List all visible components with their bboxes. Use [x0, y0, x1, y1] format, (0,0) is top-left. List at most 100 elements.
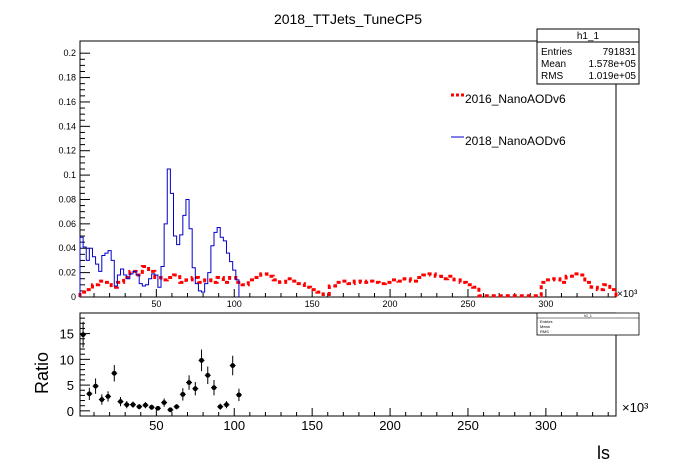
top-ytick-label: 0.06 [58, 219, 76, 229]
ratio-point [136, 404, 143, 410]
top-y-axis: 0 0.02 0.04 0.06 0.08 0.1 0.12 0.14 0.16 0.18 0.2 [58, 48, 90, 302]
top-x-axis: 50 100 150 200 250 300 [93, 289, 609, 309]
ratio-point-marker [118, 399, 123, 404]
ratio-xtick-label: 300 [535, 418, 557, 433]
stats-value-entries: 791831 [603, 47, 637, 58]
ratio-stats-box-frame [536, 312, 640, 336]
stats-box-name: h1_1 [577, 31, 600, 42]
ratio-x-label: ls [597, 443, 610, 463]
stats-label-rms: RMS [541, 71, 564, 82]
ratio-point-marker [99, 397, 105, 402]
ratio-xtick-label: 150 [301, 418, 323, 433]
series-2016-step-line [78, 265, 618, 298]
top-ytick-label: 0.16 [58, 97, 76, 107]
ratio-points [80, 321, 242, 413]
ratio-ytick-label: 15 [60, 327, 74, 342]
ratio-point [117, 396, 124, 407]
ratio-point [123, 401, 130, 409]
ratio-point-marker [192, 386, 198, 392]
ratio-point-marker [143, 402, 148, 408]
ratio-point [211, 379, 217, 396]
ratio-stats-label-entries: Entries [540, 319, 552, 324]
top-ytick-label: 0.02 [58, 268, 76, 278]
ratio-point [198, 349, 205, 372]
top-xtick-label: 100 [227, 299, 242, 309]
ratio-point [80, 321, 87, 348]
top-ytick-label: 0.1 [63, 170, 76, 180]
ratio-point-marker [136, 404, 142, 410]
top-xtick-label: 300 [538, 299, 553, 309]
ratio-point [235, 388, 242, 402]
series-2018-nanoaodv6 [79, 168, 240, 297]
ratio-xtick-label: 100 [223, 418, 245, 433]
stats-value-rms: 1.019e+05 [588, 71, 636, 82]
series-2018-step-line [79, 168, 240, 297]
ratio-point [111, 365, 118, 382]
ratio-point-marker [124, 402, 130, 408]
ratio-point-marker [199, 357, 204, 363]
ratio-point [86, 387, 93, 401]
legend-entry-2018: 2018_NanoAODv6 [451, 134, 566, 148]
ratio-point [129, 401, 136, 408]
top-ytick-label: 0.04 [58, 243, 76, 253]
stats-label-entries: Entries [541, 47, 572, 58]
stats-value-mean: 1.578e+05 [588, 59, 636, 70]
ratio-point-marker [149, 404, 155, 410]
ratio-point-marker [93, 383, 98, 389]
ratio-point [148, 404, 155, 410]
ratio-point [223, 401, 230, 409]
ratio-point-marker [174, 404, 180, 410]
top-xtick-label: 150 [305, 299, 320, 309]
ratio-point-marker [236, 392, 242, 398]
ratio-point-marker [105, 394, 111, 399]
ratio-point [217, 403, 224, 410]
ratio-xtick-label: 200 [379, 418, 401, 433]
ratio-ytick-label: 0 [67, 404, 74, 419]
stats-box: h1_1 Entries 791831 Mean 1.578e+05 RMS 1… [536, 28, 640, 85]
ratio-point-marker [167, 407, 173, 413]
ratio-point [92, 378, 99, 394]
ratio-plot-frame [79, 312, 617, 417]
ratio-point-marker [205, 372, 211, 378]
series-2016-nanoaodv6 [78, 265, 618, 298]
ratio-stats-label-mean: Mean [540, 324, 550, 329]
ratio-point [161, 398, 168, 407]
ratio-x-multiplier: ×10³ [622, 400, 649, 415]
top-ytick-label: 0.2 [63, 48, 76, 58]
ratio-point [98, 394, 105, 405]
ratio-xtick-label: 250 [457, 418, 479, 433]
ratio-xtick-label: 50 [149, 418, 163, 433]
top-xtick-label: 200 [383, 299, 398, 309]
ratio-point-marker [211, 385, 217, 391]
chart-title: 2018_TTJets_TuneCP5 [274, 11, 422, 27]
top-ytick-label: 0.12 [58, 146, 76, 156]
ratio-point [154, 405, 161, 411]
ratio-point [142, 402, 149, 409]
top-ytick-label: 0.14 [58, 121, 76, 131]
ratio-point-marker [224, 402, 229, 408]
top-ytick-label: 0.18 [58, 73, 76, 83]
ratio-y-axis: 0 5 10 15 [60, 312, 90, 419]
ratio-point [173, 404, 180, 410]
ratio-stats-box-name: h1_1 [584, 314, 592, 318]
ratio-point-marker [155, 405, 161, 411]
ratio-point [192, 382, 199, 396]
stats-box-frame [536, 28, 640, 85]
ratio-point-marker [80, 332, 86, 338]
ratio-point-marker [186, 380, 192, 385]
ratio-x-axis: 50 100 150 200 250 300 [93, 408, 609, 433]
ratio-point [229, 355, 236, 376]
top-xtick-label: 50 [151, 299, 161, 309]
legend: 2016_NanoAODv6 2018_NanoAODv6 [451, 92, 566, 148]
ratio-point-marker [230, 363, 236, 368]
top-xtick-label: 250 [460, 299, 475, 309]
ratio-point-marker [180, 391, 186, 397]
ratio-point [105, 391, 112, 402]
ratio-point-marker [86, 391, 92, 397]
top-ytick-label: 0.08 [58, 194, 76, 204]
ratio-point-marker [111, 370, 117, 376]
top-x-multiplier: ×10³ [617, 289, 638, 300]
legend-entry-2016: 2016_NanoAODv6 [451, 92, 566, 106]
top-ytick-label: 0 [71, 292, 76, 302]
